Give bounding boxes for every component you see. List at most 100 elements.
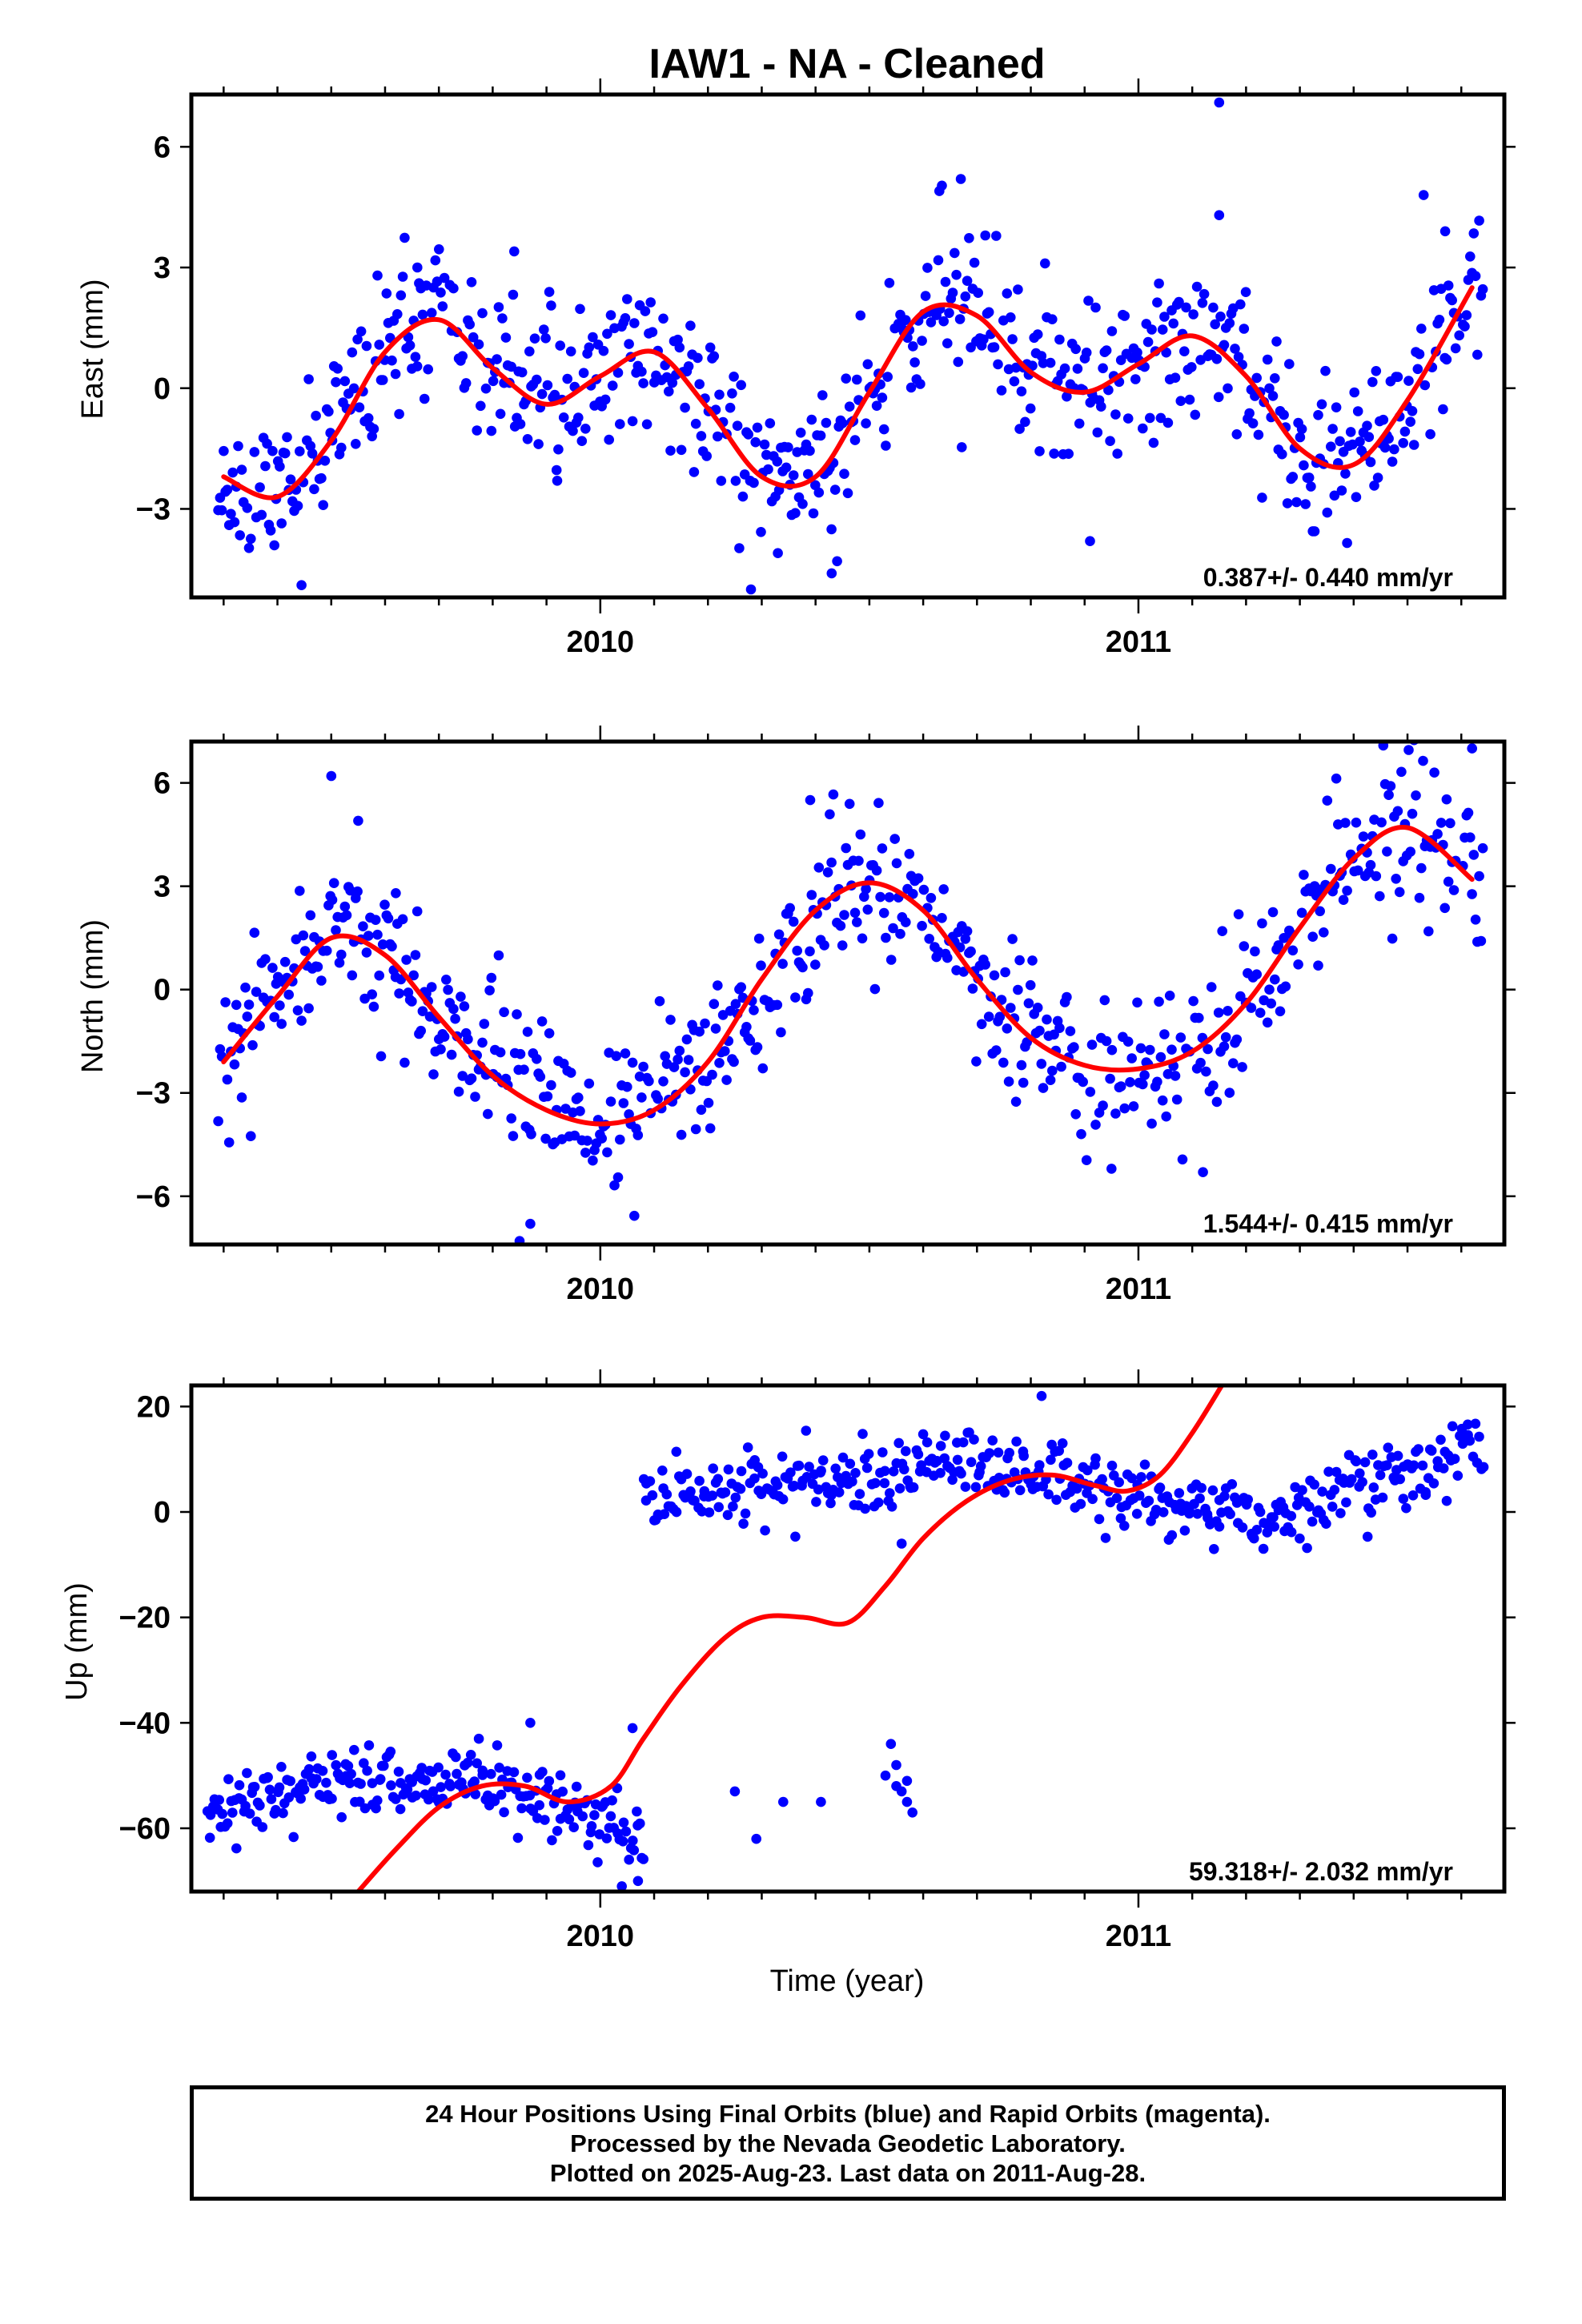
data-point (1062, 991, 1072, 1003)
data-point (1293, 959, 1303, 970)
data-point (544, 287, 555, 297)
data-point (913, 1449, 924, 1460)
data-point (1045, 1075, 1056, 1085)
data-point (894, 1483, 905, 1494)
data-point (664, 386, 674, 397)
data-point (312, 962, 323, 972)
data-point (1321, 1518, 1331, 1529)
data-point (536, 1016, 548, 1027)
data-point (627, 1057, 638, 1068)
data-point (372, 1795, 383, 1806)
data-point (891, 858, 902, 869)
data-point (1403, 745, 1414, 755)
data-point (605, 310, 616, 320)
data-point (1101, 345, 1112, 356)
data-point (234, 1779, 245, 1791)
data-point (854, 1489, 865, 1499)
data-point (1251, 969, 1262, 979)
data-point (822, 867, 833, 878)
data-point (515, 1048, 526, 1059)
data-point (918, 884, 930, 895)
data-point (1161, 347, 1171, 358)
data-point (861, 883, 871, 895)
data-point (871, 865, 882, 876)
data-point (881, 932, 891, 943)
data-point (299, 1784, 310, 1795)
data-point (327, 1750, 338, 1760)
data-point (862, 359, 873, 370)
data-point (499, 1807, 509, 1818)
data-point (282, 432, 292, 443)
data-point (1010, 362, 1022, 373)
data-point (685, 320, 696, 332)
data-point (1429, 767, 1439, 778)
data-point (942, 952, 953, 963)
data-point (617, 1836, 628, 1847)
data-point (645, 297, 656, 308)
data-point (964, 1427, 974, 1437)
data-point (757, 1063, 769, 1074)
data-point (262, 438, 272, 449)
data-point (978, 334, 989, 345)
data-point (243, 999, 255, 1010)
data-point (659, 1509, 670, 1519)
data-point (1025, 403, 1036, 414)
data-point (279, 956, 291, 967)
data-point (612, 1172, 624, 1183)
x-tick-label: 2011 (1106, 1273, 1171, 1306)
data-point (276, 518, 287, 529)
data-point (960, 934, 971, 944)
data-point (274, 1782, 285, 1793)
data-point (624, 339, 634, 349)
data-point (303, 1003, 314, 1014)
data-point (740, 1508, 751, 1519)
data-point (1155, 1051, 1166, 1063)
data-point (1224, 318, 1235, 328)
data-point (1303, 472, 1315, 483)
data-point (859, 891, 869, 903)
data-point (803, 468, 813, 480)
data-point (1159, 312, 1170, 322)
data-point (331, 925, 341, 935)
data-point (773, 929, 785, 940)
data-point (980, 230, 990, 241)
north-plot-frame (189, 739, 1507, 1247)
data-point (966, 1457, 977, 1467)
data-point (825, 809, 835, 820)
data-point (1069, 1042, 1079, 1052)
data-point (372, 270, 383, 281)
data-point (788, 470, 799, 480)
data-point (674, 342, 685, 353)
data-point (519, 1064, 529, 1075)
data-point (344, 1778, 355, 1788)
data-point (477, 1765, 488, 1776)
data-point (1206, 982, 1217, 992)
data-point (975, 1461, 986, 1472)
data-point (387, 355, 397, 366)
data-point (1013, 984, 1023, 995)
data-point (721, 1075, 732, 1085)
data-point (1463, 1419, 1473, 1430)
data-point (576, 436, 588, 446)
data-point (935, 1468, 946, 1478)
data-point (644, 1076, 654, 1087)
data-point (216, 505, 227, 516)
data-point (1016, 1059, 1027, 1071)
data-point (240, 1800, 251, 1811)
data-point (1349, 387, 1359, 398)
data-point (1138, 1079, 1148, 1090)
data-point (542, 1091, 553, 1102)
data-point (1051, 1494, 1062, 1506)
data-point (1230, 344, 1240, 354)
data-point (828, 789, 839, 800)
footer-line-2: Processed by the Nevada Geodetic Laborat… (570, 2129, 1126, 2157)
data-point (1398, 437, 1408, 448)
data-point (1342, 885, 1352, 896)
data-point (1198, 1167, 1208, 1177)
data-point (1317, 1486, 1327, 1497)
data-point (295, 446, 305, 456)
data-point (266, 1794, 277, 1804)
data-point (1255, 1007, 1266, 1018)
data-point (463, 1034, 473, 1044)
data-point (1387, 933, 1398, 944)
